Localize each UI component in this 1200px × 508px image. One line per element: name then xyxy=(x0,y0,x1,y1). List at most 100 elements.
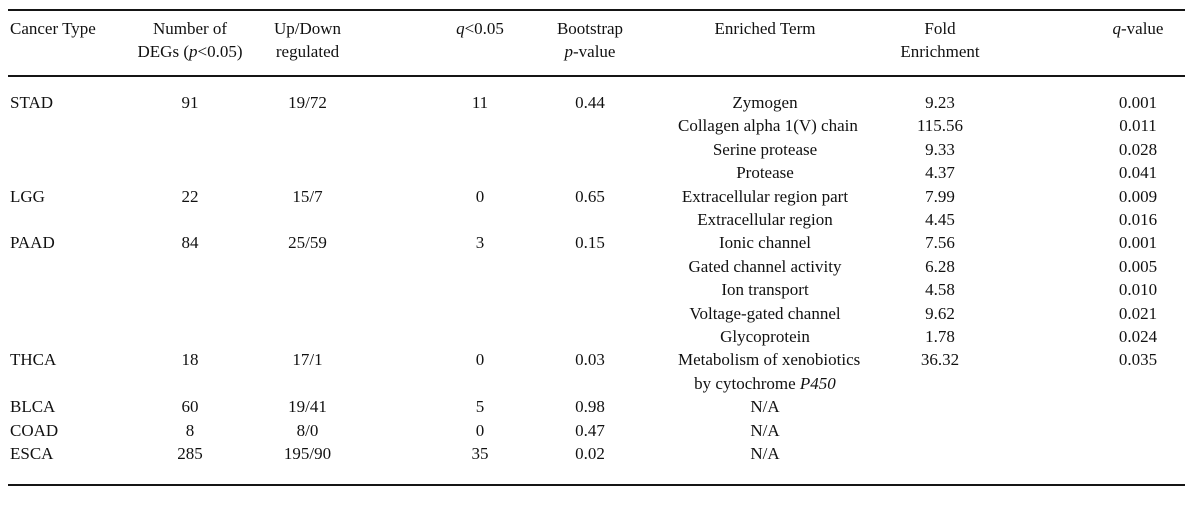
header-line: Enrichment xyxy=(900,42,980,61)
cell-num-degs: 91 xyxy=(181,93,199,112)
cell-updown xyxy=(255,208,360,231)
cell-num-degs xyxy=(125,325,255,348)
cell-fold-enrichment: 6.28 xyxy=(925,256,955,276)
cell-updown: 8/0 xyxy=(296,420,319,440)
cell-q005 xyxy=(360,161,535,184)
cell-updown xyxy=(255,278,360,301)
cell-cancer-type xyxy=(8,302,125,325)
cell-q-value: 0.011 xyxy=(1119,116,1157,136)
header-line: Number of xyxy=(152,19,228,38)
italic-text: p xyxy=(564,42,574,61)
cell-enriched-term: by cytochrome P450 xyxy=(678,372,852,395)
cell-num-degs xyxy=(125,255,255,278)
header-line: Up/Down xyxy=(273,19,342,38)
cell-q005 xyxy=(360,208,535,231)
cell-fold-enrichment xyxy=(852,442,1039,484)
cell-fold-enrichment: 4.37 xyxy=(925,163,955,183)
column-header-fold-enrichment: Fold Enrichment xyxy=(852,10,1039,77)
cell-bootstrap-p xyxy=(535,161,678,184)
cell-updown xyxy=(255,114,360,137)
cell-num-degs: 18 xyxy=(181,350,199,370)
cell-q005: 11 xyxy=(471,93,489,112)
cell-cancer-type: STAD xyxy=(10,93,54,112)
column-header-q-value: q-value xyxy=(1039,10,1185,77)
cell-cancer-type: COAD xyxy=(10,420,59,440)
cell-q-value: 0.028 xyxy=(1118,139,1158,159)
cell-fold-enrichment: 36.32 xyxy=(920,350,960,370)
cell-cancer-type: ESCA xyxy=(10,444,54,464)
cell-fold-enrichment: 9.23 xyxy=(925,93,955,112)
table-row: Ion transport 4.58 0.010 xyxy=(8,278,1185,301)
header-line: q-value xyxy=(1091,17,1185,40)
cell-q-value xyxy=(1039,419,1185,442)
cell-bootstrap-p xyxy=(535,114,678,137)
text: by cytochrome xyxy=(694,373,800,393)
header-line: Bootstrap xyxy=(556,19,624,38)
cell-fold-enrichment: 4.58 xyxy=(925,280,955,300)
table-row: ESCA 285 195/90 35 0.02 N/A xyxy=(8,442,1185,484)
cell-updown: 15/7 xyxy=(292,186,323,206)
cell-fold-enrichment: 7.99 xyxy=(925,186,955,206)
cell-fold-enrichment xyxy=(852,395,1039,418)
cell-q005: 0 xyxy=(475,350,485,370)
cell-q-value: 0.035 xyxy=(1118,350,1158,370)
cell-fold-enrichment: 7.56 xyxy=(925,233,955,253)
table-row: STAD 91 19/72 11 0.44 Zymogen 9.23 0.001 xyxy=(8,76,1185,114)
cell-enriched-term: Extracellular region xyxy=(697,210,833,230)
text: -value xyxy=(573,42,616,61)
table-row: Voltage-gated channel 9.62 0.021 xyxy=(8,302,1185,325)
cell-cancer-type xyxy=(8,278,125,301)
column-header-cancer-type: Cancer Type xyxy=(8,10,125,77)
cell-updown xyxy=(255,325,360,348)
cell-updown: 195/90 xyxy=(283,444,332,464)
cell-q-value: 0.001 xyxy=(1118,233,1158,253)
column-header-updown: Up/Down regulated xyxy=(255,10,360,77)
cell-fold-enrichment xyxy=(852,372,1039,395)
cell-cancer-type: BLCA xyxy=(10,397,56,417)
header-line: Enriched Term xyxy=(714,19,816,38)
header-line: regulated xyxy=(275,42,340,61)
enrichment-table: Cancer Type Number of DEGs (p<0.05) Up/Down… xyxy=(8,9,1185,486)
cell-enriched-term: Serine protease xyxy=(712,139,818,159)
cell-q005 xyxy=(360,255,535,278)
cell-bootstrap-p: 0.98 xyxy=(575,397,605,417)
cell-num-degs xyxy=(125,302,255,325)
cell-updown: 19/72 xyxy=(288,93,327,112)
cell-q005 xyxy=(360,114,535,137)
table-row: BLCA 60 19/41 5 0.98 N/A xyxy=(8,395,1185,418)
cell-q005: 0 xyxy=(475,186,485,206)
cell-q-value: 0.016 xyxy=(1118,210,1158,230)
header-row: Cancer Type Number of DEGs (p<0.05) Up/Down… xyxy=(8,10,1185,77)
cell-q-value: 0.001 xyxy=(1118,93,1158,112)
cell-bootstrap-p xyxy=(535,208,678,231)
cell-fold-enrichment: 9.62 xyxy=(925,303,955,323)
italic-text: q xyxy=(1112,19,1122,38)
cell-q-value xyxy=(1039,372,1185,395)
cell-fold-enrichment: 115.56 xyxy=(916,116,964,136)
cell-cancer-type xyxy=(8,114,125,137)
cell-num-degs: 84 xyxy=(181,233,199,253)
header-line: Fold xyxy=(924,19,956,38)
cell-q005: 35 xyxy=(471,444,489,464)
cell-bootstrap-p xyxy=(535,138,678,161)
header-line: Cancer Type xyxy=(10,19,96,38)
cell-bootstrap-p: 0.47 xyxy=(575,420,605,440)
cell-cancer-type xyxy=(8,255,125,278)
cell-enriched-term: Zymogen xyxy=(732,93,798,112)
cell-q-value: 0.009 xyxy=(1118,186,1158,206)
cell-num-degs xyxy=(125,138,255,161)
cell-bootstrap-p xyxy=(535,372,678,395)
cell-q005 xyxy=(360,278,535,301)
cell-q-value: 0.010 xyxy=(1118,280,1158,300)
cell-q005: 0 xyxy=(475,420,485,440)
cell-cancer-type xyxy=(8,372,125,395)
cell-num-degs xyxy=(125,208,255,231)
cell-q005 xyxy=(360,138,535,161)
column-header-bootstrap-p: Bootstrap p-value xyxy=(535,10,678,77)
cell-q-value xyxy=(1039,442,1185,484)
header-line: q<0.05 xyxy=(425,17,535,40)
table-row: Extracellular region 4.45 0.016 xyxy=(8,208,1185,231)
cell-q-value: 0.024 xyxy=(1118,327,1158,347)
cell-q-value xyxy=(1039,395,1185,418)
table-body: STAD 91 19/72 11 0.44 Zymogen 9.23 0.001 Collage… xyxy=(8,76,1185,485)
